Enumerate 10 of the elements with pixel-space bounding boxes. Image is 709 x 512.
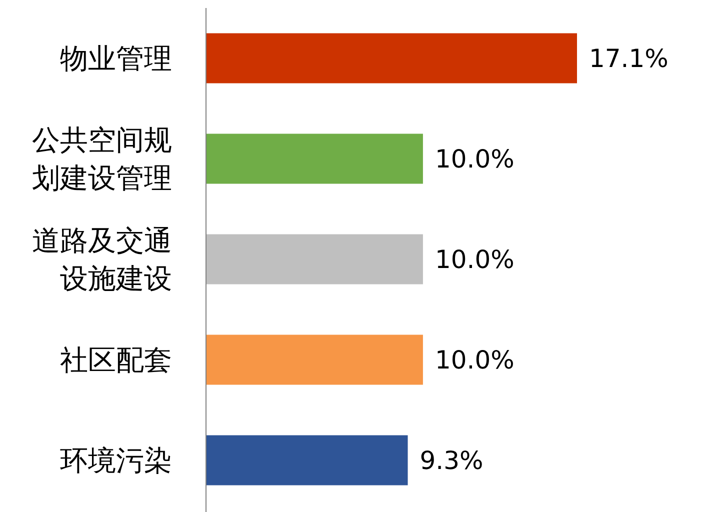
y-tick-label: 道路及交通设施建设 xyxy=(32,224,172,295)
y-tick-label: 环境污染 xyxy=(60,444,172,477)
data-label: 10.0% xyxy=(434,144,514,174)
data-label: 10.0% xyxy=(434,345,514,374)
y-tick-label: 物业管理 xyxy=(60,42,172,75)
y-tick-label: 社区配套 xyxy=(60,343,172,376)
y-tick-label: 公共空间规划建设管理 xyxy=(32,123,172,194)
data-label: 17.1% xyxy=(589,44,668,73)
data-label: 9.3% xyxy=(420,446,484,475)
data-label: 10.0% xyxy=(434,244,514,274)
